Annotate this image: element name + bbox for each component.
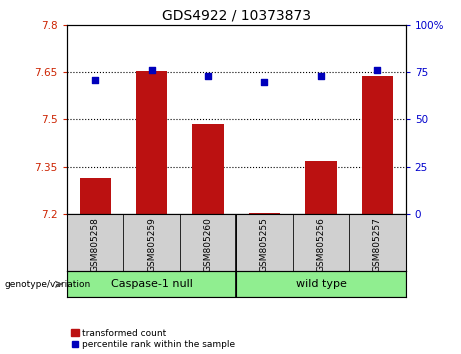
Bar [67, 214, 123, 271]
Text: GSM805255: GSM805255 [260, 217, 269, 272]
Title: GDS4922 / 10373873: GDS4922 / 10373873 [162, 8, 311, 22]
Bar [136, 72, 167, 214]
Point [148, 67, 155, 73]
Bar [236, 214, 293, 271]
Bar [349, 214, 406, 271]
Bar [293, 214, 349, 271]
Bar [306, 160, 337, 214]
Point [204, 73, 212, 79]
Bar [236, 271, 406, 297]
Bar [123, 214, 180, 271]
Text: GSM805256: GSM805256 [316, 217, 325, 272]
Bar [362, 76, 393, 214]
Bar [80, 178, 111, 214]
Bar [180, 214, 236, 271]
Text: GSM805258: GSM805258 [90, 217, 100, 272]
Point [91, 77, 99, 82]
Text: wild type: wild type [296, 279, 346, 289]
Text: GSM805259: GSM805259 [147, 217, 156, 272]
Text: GSM805260: GSM805260 [203, 217, 213, 272]
Point [261, 79, 268, 84]
Bar [67, 271, 236, 297]
Text: Caspase-1 null: Caspase-1 null [111, 279, 193, 289]
Legend: transformed count, percentile rank within the sample: transformed count, percentile rank withi… [71, 329, 235, 349]
Text: genotype/variation: genotype/variation [5, 280, 91, 289]
Bar [249, 213, 280, 214]
Bar [193, 124, 224, 214]
Point [374, 67, 381, 73]
Point [317, 73, 325, 79]
Text: GSM805257: GSM805257 [373, 217, 382, 272]
